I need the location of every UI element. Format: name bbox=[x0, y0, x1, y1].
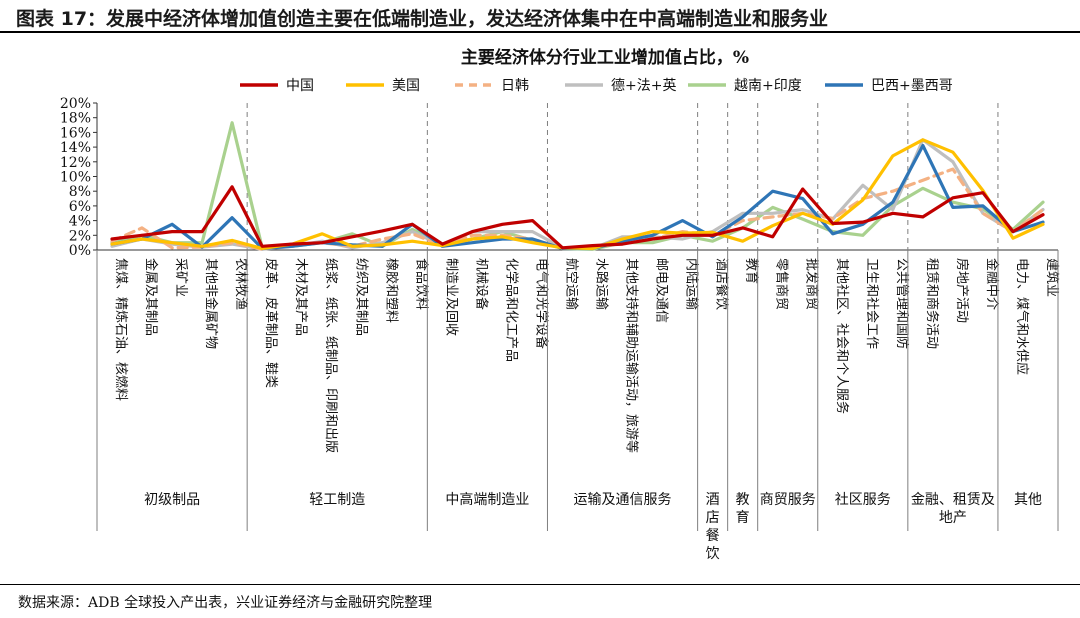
series-line bbox=[110, 138, 1045, 251]
group-label: 商贸服务 bbox=[760, 492, 816, 508]
y-tick-label: 10% bbox=[60, 170, 91, 186]
x-tick-label: 内陆运输 bbox=[684, 258, 700, 310]
x-tick-label: 纸浆、纸张、纸制品、印刷和出版 bbox=[323, 258, 338, 453]
series-line bbox=[110, 185, 1045, 250]
x-tick-label: 水路运输 bbox=[594, 258, 610, 310]
y-tick-label: 4% bbox=[69, 214, 91, 230]
group-label: 教育 bbox=[736, 492, 750, 526]
title-rule bbox=[0, 31, 1080, 33]
x-tick-label: 木材及其产品 bbox=[293, 258, 308, 336]
legend-label: 越南+印度 bbox=[734, 78, 802, 94]
x-tick-label: 采矿业 bbox=[173, 258, 188, 297]
figure-title: 图表 17：发展中经济体增加值创造主要在低端制造业，发达经济体集中在中高端制造业… bbox=[16, 8, 829, 30]
y-tick-label: 0% bbox=[69, 243, 91, 259]
x-tick-label: 酒店餐饮 bbox=[714, 258, 730, 310]
x-tick-label: 纺织及其制品 bbox=[353, 258, 368, 336]
x-tick-label: 金属及其制品 bbox=[143, 258, 159, 336]
source-note: 数据来源：ADB 全球投入产出表，兴业证券经济与金融研究院整理 bbox=[18, 595, 433, 611]
x-tick-label: 金融中介 bbox=[984, 258, 1000, 310]
series-line bbox=[110, 143, 1045, 251]
x-tick-label: 其他非金属矿物 bbox=[203, 258, 219, 349]
x-tick-label: 房地产活动 bbox=[954, 258, 970, 323]
x-tick-label: 邮电及通信 bbox=[654, 258, 669, 323]
x-tick-label: 橡胶和塑料 bbox=[383, 258, 399, 323]
x-tick-label: 租赁和商务活动 bbox=[924, 258, 940, 349]
x-tick-label: 其他支持和辅助运输活动，旅游等 bbox=[624, 258, 640, 453]
x-axis: 焦煤、精炼石油、核燃料 金属及其制品 采矿业 其他非金属矿物 农林牧渔 皮革、皮革制品、鞋… bbox=[96, 103, 1060, 562]
bottom-rule bbox=[0, 584, 1080, 585]
chart: 主要经济体分行业工业增加值占比，% 中国 美国 日韩 德+法+英 越南+印度 巴西+墨西哥… bbox=[60, 47, 1060, 562]
legend-label: 德+法+英 bbox=[611, 77, 676, 94]
chart-title: 主要经济体分行业工业增加值占比，% bbox=[461, 47, 749, 68]
x-tick-label: 零售商贸 bbox=[774, 258, 790, 310]
y-tick-label: 6% bbox=[69, 199, 91, 215]
group-label: 社区服务 bbox=[835, 492, 891, 508]
legend-label: 日韩 bbox=[501, 78, 529, 94]
group-label: 中高端制造业 bbox=[445, 491, 529, 508]
group-label: 轻工制造 bbox=[309, 492, 365, 508]
y-tick-label: 12% bbox=[60, 155, 91, 171]
plot-area bbox=[110, 121, 1045, 251]
group-label: 运输及通信服务 bbox=[574, 492, 672, 508]
legend-label: 美国 bbox=[392, 78, 420, 94]
x-tick-label: 批发商贸 bbox=[804, 258, 820, 310]
x-tick-label: 航空运输 bbox=[563, 258, 579, 310]
x-tick-label: 教育 bbox=[744, 258, 760, 284]
x-tick-label: 食品饮料 bbox=[413, 258, 429, 310]
x-tick-label: 化学品和化工产品 bbox=[503, 258, 519, 362]
group-label: 初级制品 bbox=[144, 491, 200, 508]
group-label: 其他 bbox=[1014, 492, 1042, 508]
series-line bbox=[110, 138, 1045, 251]
y-tick-label: 14% bbox=[60, 140, 91, 156]
y-axis: 0%2%4%6%8%10%12%14%16%18%20% bbox=[60, 96, 98, 259]
x-tick-label: 制造业及回收 bbox=[443, 258, 458, 336]
y-tick-label: 16% bbox=[60, 125, 91, 141]
legend-label: 巴西+墨西哥 bbox=[871, 78, 953, 94]
x-tick-label: 其他社区、社会和个人服务 bbox=[834, 258, 850, 414]
x-tick-label: 公共管理和国防 bbox=[894, 258, 910, 349]
group-label: 酒店餐饮 bbox=[706, 492, 720, 562]
x-tick-label: 电力、煤气和水供应 bbox=[1014, 258, 1030, 375]
x-tick-label: 建筑业 bbox=[1044, 258, 1060, 297]
x-tick-label: 焦煤、精炼石油、核燃料 bbox=[113, 258, 129, 401]
x-tick-label: 电气和光学设备 bbox=[533, 258, 549, 349]
y-tick-label: 8% bbox=[69, 184, 91, 200]
legend-label: 中国 bbox=[286, 78, 314, 94]
group-label: 金融、租赁及地产 bbox=[911, 492, 995, 526]
y-tick-label: 18% bbox=[60, 111, 91, 127]
y-tick-label: 2% bbox=[69, 228, 91, 244]
y-tick-label: 20% bbox=[60, 96, 91, 112]
x-tick-label: 农林牧渔 bbox=[233, 258, 248, 310]
legend: 中国 美国 日韩 德+法+英 越南+印度 巴西+墨西哥 bbox=[240, 77, 953, 94]
x-tick-label: 卫生和社会工作 bbox=[864, 258, 880, 349]
x-tick-label: 皮革、皮革制品、鞋类 bbox=[263, 258, 279, 388]
x-tick-label: 机械设备 bbox=[473, 258, 489, 310]
